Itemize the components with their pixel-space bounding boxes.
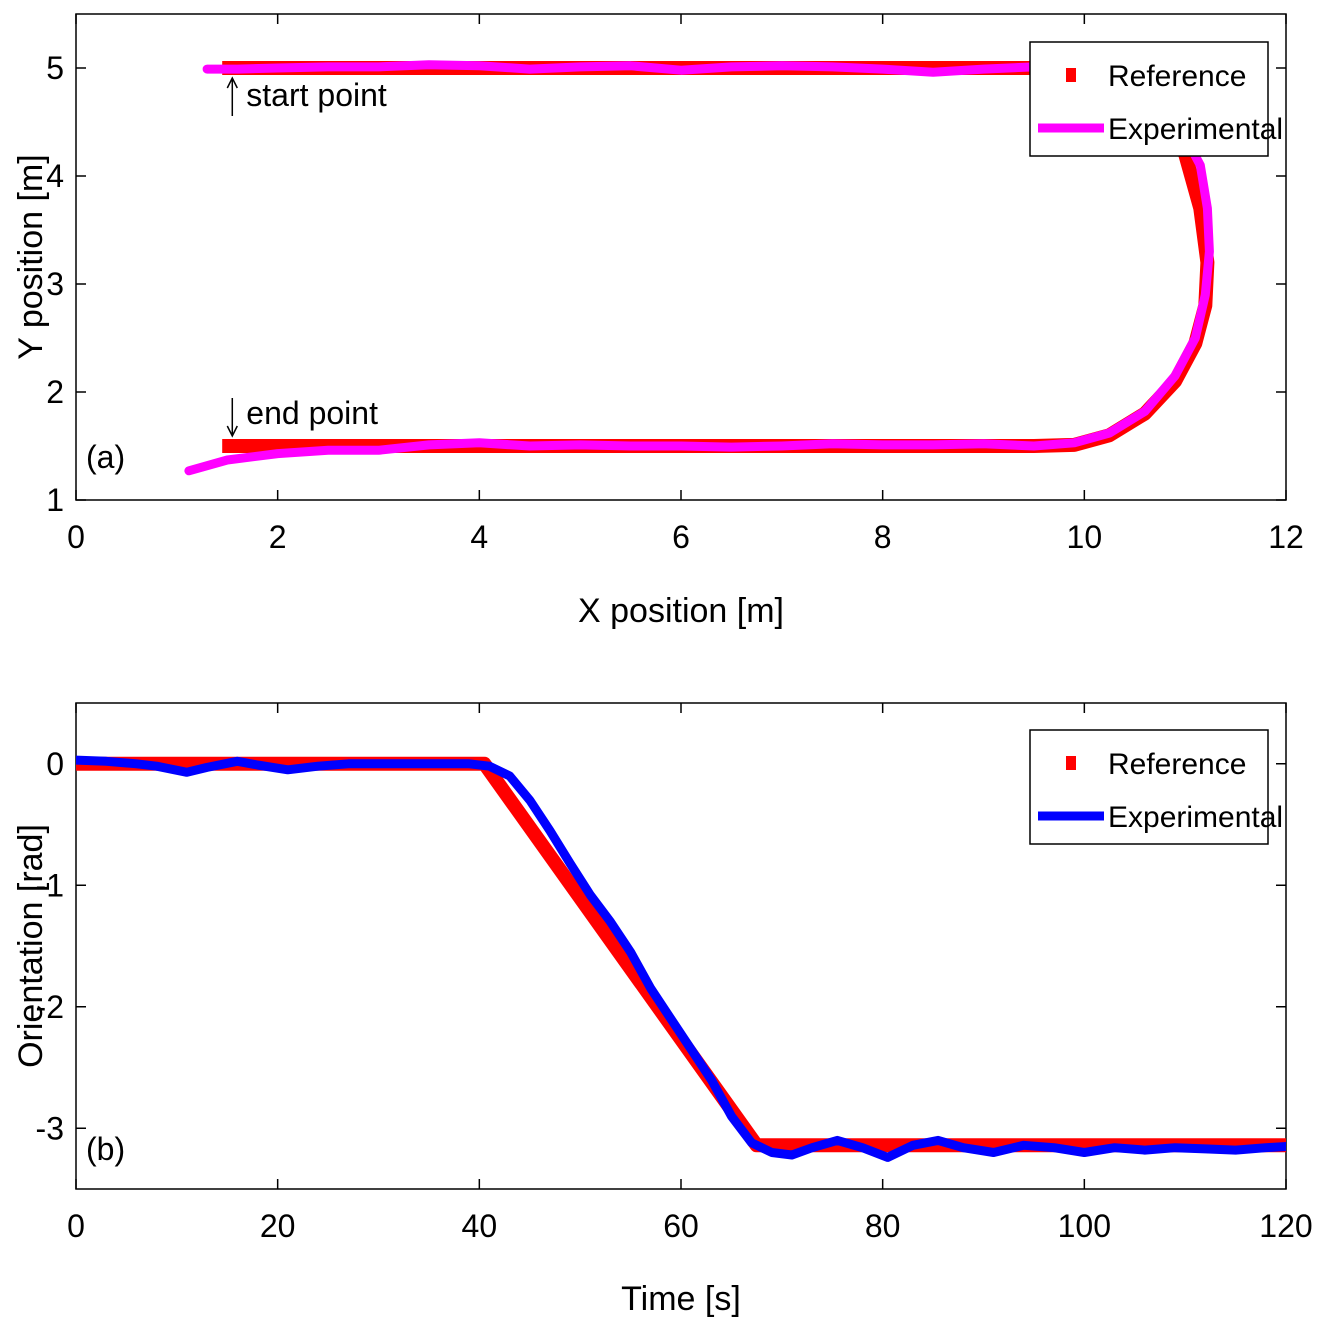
legend-swatch-reference [1066, 756, 1076, 770]
x-tick-label: 100 [1058, 1208, 1111, 1244]
series-line-experimental [76, 755, 1286, 1162]
x-tick-label: 120 [1259, 1208, 1312, 1244]
y-tick-label: 2 [46, 374, 64, 410]
annotation-arrowhead [226, 425, 238, 438]
annotation-end-point: end point [246, 395, 378, 431]
legend: Reference Experimental [1029, 41, 1283, 157]
x-tick-label: 0 [67, 1208, 85, 1244]
legend-entry-reference: Reference [1108, 60, 1246, 93]
chart-panel-2: 0 20 40 60 80 100 120 0 -1 -2 -3 (b) Time [s] Orienta… [12, 702, 1313, 1318]
x-tick-label: 40 [462, 1208, 498, 1244]
y-tick-label: 3 [46, 266, 64, 302]
y-tick-label: 5 [46, 50, 64, 86]
legend-entry-reference: Reference [1108, 748, 1246, 781]
legend-entry-experimental: Experimental [1108, 113, 1283, 146]
y-tick-label: 4 [46, 158, 64, 194]
x-tick-label: 10 [1067, 519, 1103, 555]
y-tick-label: -3 [36, 1110, 64, 1146]
x-tick-label: 2 [269, 519, 287, 555]
panel-label: (b) [86, 1131, 125, 1167]
y-tick-label: -1 [36, 867, 64, 903]
legend-entry-experimental: Experimental [1108, 801, 1283, 834]
x-tick-label: 0 [67, 519, 85, 555]
y-axis-label: Orientation [rad] [12, 824, 50, 1068]
y-tick-label: 1 [46, 482, 64, 518]
y-tick-label: 0 [46, 746, 64, 782]
panel-label: (a) [86, 439, 125, 475]
x-tick-label: 80 [865, 1208, 901, 1244]
x-tick-label: 20 [260, 1208, 296, 1244]
x-tick-label: 60 [663, 1208, 699, 1244]
legend-swatch-reference [1066, 68, 1076, 82]
x-tick-label: 6 [672, 519, 690, 555]
series-line-experimental [184, 60, 1214, 476]
y-tick-label: -2 [36, 989, 64, 1025]
annotation-start-point: start point [246, 77, 387, 113]
legend-box [1029, 41, 1269, 157]
x-axis-label: X position [m] [578, 592, 784, 630]
x-tick-label: 12 [1268, 519, 1304, 555]
x-axis-label: Time [s] [621, 1280, 741, 1318]
x-tick-label: 4 [470, 519, 488, 555]
legend-box [1029, 729, 1269, 845]
annotation-arrowhead [226, 76, 238, 89]
y-axis-label: Y position [m] [12, 154, 50, 359]
legend: Reference Experimental [1029, 729, 1283, 845]
x-tick-label: 8 [874, 519, 892, 555]
